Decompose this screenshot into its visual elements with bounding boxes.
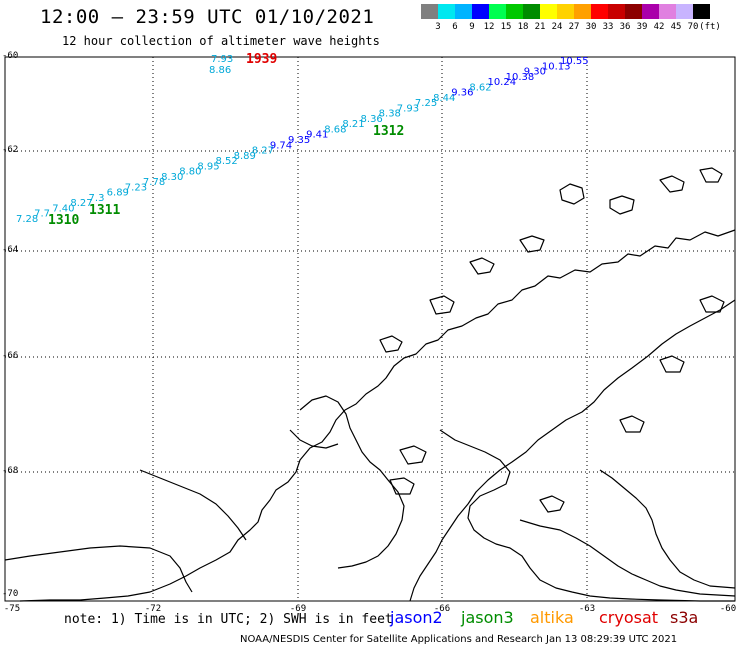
longitude-label: -72: [144, 604, 162, 614]
scale-label: 39: [636, 22, 648, 32]
pass-time-label: 1311: [89, 203, 120, 218]
latitude-label: -70: [2, 589, 19, 599]
wave-height-label: 9.30: [524, 67, 546, 78]
wave-height-label: 10.38: [506, 72, 535, 83]
wave-height-label: 8.52: [215, 156, 237, 167]
scale-label: 3: [435, 22, 441, 32]
wave-height-label: 8.62: [469, 82, 491, 93]
scale-swatch: [489, 4, 506, 19]
wave-height-label: 7.78: [143, 177, 165, 188]
latitude-label: -62: [2, 145, 19, 155]
scale-label: 12: [483, 22, 495, 32]
scale-swatch: [642, 4, 659, 19]
wave-height-label: 8.89: [234, 151, 256, 162]
longitude-label: -69: [289, 604, 307, 614]
wave-height-label: 9.36: [451, 88, 473, 99]
wave-height-label: 9.41: [306, 130, 328, 141]
wave-height-label: 8.36: [361, 114, 383, 125]
wave-height-label: 7.25: [415, 98, 437, 109]
scale-label: 36: [619, 22, 631, 32]
wave-height-label: 8.44: [433, 93, 455, 104]
wave-height-label: 10.24: [487, 77, 516, 88]
pass-time-label: 1310: [48, 213, 79, 228]
scale-swatch: [574, 4, 591, 19]
scale-swatch: [506, 4, 523, 19]
wave-height-label: 7.40: [52, 203, 74, 214]
wave-height-label: 8.68: [324, 124, 346, 135]
latitude-label: -60: [2, 51, 19, 61]
scale-label: 24: [551, 22, 563, 32]
graticule: [5, 57, 735, 601]
latitude-label: -68: [2, 466, 19, 476]
scale-label: 42: [653, 22, 665, 32]
scale-label: 9: [469, 22, 475, 32]
latitude-label: -66: [2, 351, 19, 361]
wave-height-label: 6.89: [107, 188, 129, 199]
scale-swatch: [523, 4, 540, 19]
scale-swatch: [693, 4, 710, 19]
wave-height-label: 7.93: [211, 54, 233, 65]
scale-swatch: [625, 4, 642, 19]
color-scale: [421, 4, 710, 19]
scale-label: 70: [687, 22, 699, 32]
scale-swatch: [659, 4, 676, 19]
latitude-label: -64: [2, 245, 19, 255]
satellite-name: jason3: [461, 608, 514, 627]
scale-swatch: [676, 4, 693, 19]
satellite-name: altika: [530, 608, 574, 627]
scale-label: 21: [534, 22, 546, 32]
wave-height-label: 7.28: [16, 214, 38, 225]
wave-height-label: 7.23: [125, 182, 147, 193]
scale-label: 18: [517, 22, 529, 32]
wave-height-label: 8.80: [179, 167, 201, 178]
wave-height-label: 9.35: [288, 135, 310, 146]
map-frame: [4, 56, 736, 602]
scale-label: 6: [452, 22, 458, 32]
altimeter-track: 7.287.7 7.408.277.3 6.897.237.788.308.808.…: [16, 52, 589, 228]
satellite-name: cryosat: [599, 608, 659, 627]
scale-label: (ft): [699, 22, 721, 32]
chart-title: 12:00 – 23:59 UTC 01/10/2021: [40, 6, 375, 28]
chart-subtitle: 12 hour collection of altimeter wave hei…: [62, 34, 380, 48]
longitude-label: -63: [578, 604, 596, 614]
longitude-label: -60: [719, 604, 737, 614]
credit-line: NOAA/NESDIS Center for Satellite Applica…: [240, 634, 678, 645]
longitude-label: -66: [433, 604, 451, 614]
scale-swatch: [438, 4, 455, 19]
scale-swatch: [557, 4, 574, 19]
wave-height-label: 8.27: [70, 198, 92, 209]
wave-height-label: 7.3: [89, 193, 105, 204]
scale-swatch: [472, 4, 489, 19]
scale-swatch: [591, 4, 608, 19]
pass-time-label: 1939: [246, 52, 277, 67]
wave-height-label: 8.86: [209, 65, 231, 76]
scale-label: 15: [500, 22, 512, 32]
scale-swatch: [608, 4, 625, 19]
satellite-name: jason2: [390, 608, 443, 627]
wave-height-label: 7.93: [397, 103, 419, 114]
scale-label: 33: [602, 22, 614, 32]
wave-height-label: 10.55: [560, 56, 589, 67]
wave-height-label: 7.7: [34, 209, 50, 220]
scale-swatch: [421, 4, 438, 19]
scale-label: 27: [568, 22, 580, 32]
wave-height-label: 8.30: [161, 172, 183, 183]
pass-time-label: 1312: [373, 124, 404, 139]
longitude-label: -75: [3, 604, 21, 614]
scale-swatch: [540, 4, 557, 19]
wave-height-label: 10.13: [542, 61, 571, 72]
wave-height-label: 8.95: [197, 161, 219, 172]
wave-height-label: 8.27: [252, 146, 274, 157]
wave-height-label: 8.38: [379, 109, 401, 120]
satellite-name: s3a: [670, 608, 699, 627]
scale-label: 30: [585, 22, 597, 32]
wave-height-label: 8.21: [342, 119, 364, 130]
scale-swatch: [455, 4, 472, 19]
coastline: [4, 167, 736, 602]
scale-label: 45: [670, 22, 682, 32]
footer-note: note: 1) Time is in UTC; 2) SWH is in fe…: [64, 612, 393, 627]
wave-height-label: 9.74: [270, 140, 292, 151]
